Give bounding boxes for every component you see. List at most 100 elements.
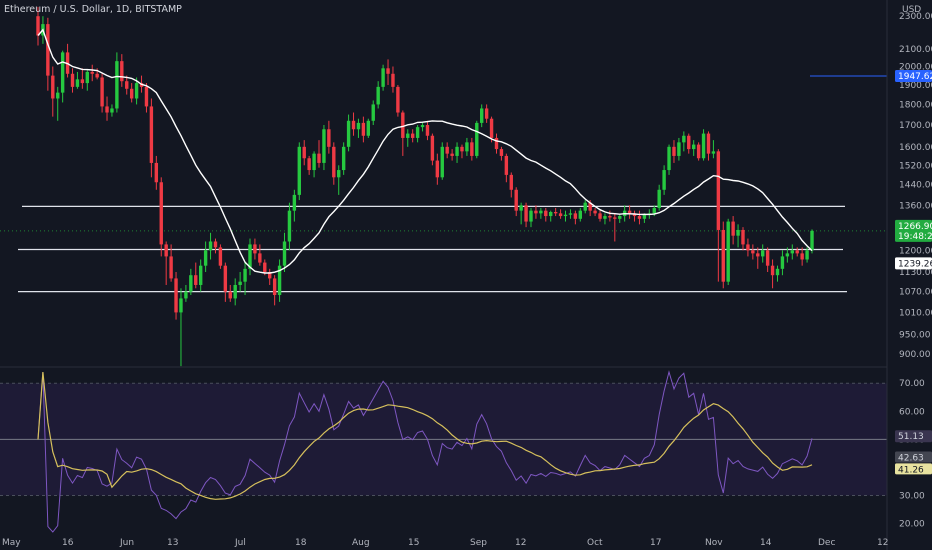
time-tick-label: May: [2, 538, 21, 548]
candlestick-series: [36, 6, 814, 367]
candle-body: [36, 16, 40, 36]
candle-body: [756, 253, 760, 257]
candle-body: [51, 75, 55, 99]
price-tick-label: 1700.00: [899, 121, 932, 131]
candle-body: [593, 210, 597, 214]
candle-body: [307, 158, 311, 171]
candle-body: [706, 133, 711, 154]
candle-body: [765, 250, 770, 266]
candle-body: [396, 86, 400, 113]
rsi-mid-tag-text: 42.63: [898, 454, 924, 464]
candle-body: [445, 146, 449, 154]
candle-body: [736, 229, 740, 236]
price-axis[interactable]: 2300.00 2100.00 2000.00 1900.00 1800.00 1700.…: [899, 12, 932, 360]
time-tick-label: 18: [295, 538, 307, 548]
candle-body: [144, 86, 149, 107]
candle-body: [657, 189, 661, 208]
candle-body: [327, 129, 331, 147]
price-tick-label: 1440.00: [899, 181, 932, 191]
candle-body: [440, 146, 444, 178]
candle-body: [312, 153, 316, 171]
candle-body: [627, 210, 632, 214]
candle-body: [194, 275, 198, 285]
candle-body: [494, 137, 499, 150]
candle-body: [95, 73, 99, 78]
candle-body: [105, 106, 109, 113]
candle-body: [642, 214, 647, 219]
candle-body: [790, 250, 794, 254]
candle-body: [100, 77, 104, 107]
candle-body: [425, 125, 430, 136]
alert-price-tag-box: [895, 70, 932, 83]
alert-price-tag: 1947.62: [895, 70, 932, 83]
candle-body: [470, 142, 474, 156]
candle-body: [356, 122, 361, 130]
candle-body: [184, 291, 188, 299]
candle-body: [549, 211, 553, 217]
candle-body: [780, 256, 785, 269]
candle-body: [677, 142, 681, 156]
candle-body: [381, 68, 385, 87]
candle-body: [272, 278, 277, 296]
candle-body: [351, 120, 356, 130]
rsi-value-tag: 51.13: [895, 430, 932, 443]
candle-body: [110, 108, 114, 113]
candle-body: [534, 210, 538, 214]
candle-body: [672, 146, 676, 156]
candle-body: [406, 133, 410, 138]
candle-body: [85, 71, 89, 84]
candle-body: [233, 284, 237, 299]
candle-body: [746, 244, 750, 251]
price-tick-label: 1360.00: [899, 201, 932, 211]
candle-body: [282, 241, 287, 266]
candle-body: [805, 250, 809, 260]
candle-body: [460, 146, 464, 152]
candle-body: [721, 229, 725, 282]
candle-body: [125, 81, 129, 89]
candle-body: [198, 265, 203, 285]
candle-body: [346, 120, 351, 147]
candle-body: [287, 210, 292, 242]
rsi-band: [0, 382, 887, 497]
candle-body: [637, 216, 642, 219]
candle-body: [504, 155, 509, 175]
candle-body: [613, 217, 617, 219]
horizontal-levels[interactable]: [0, 75, 887, 293]
candle-body: [696, 144, 701, 159]
price-tick-label: 2300.00: [899, 12, 932, 22]
candle-body: [179, 298, 183, 313]
candle-body: [726, 221, 730, 282]
candle-body: [213, 241, 218, 248]
time-tick-label: Oct: [587, 538, 603, 548]
candle-body: [568, 213, 573, 215]
candle-body: [475, 122, 479, 156]
candle-body: [430, 135, 435, 161]
candle-body: [608, 216, 612, 218]
candle-body: [785, 253, 790, 257]
candle-body: [268, 272, 272, 279]
time-tick-label: Jun: [119, 538, 134, 548]
time-tick-label: Nov: [705, 538, 723, 548]
candle-body: [228, 291, 232, 299]
candle-body: [480, 108, 484, 123]
rsi-ma-line: [37, 371, 813, 500]
price-tick-label: 1010.00: [899, 308, 932, 318]
rsi-tick-label: 30.00: [899, 492, 925, 502]
currency-label: USD: [902, 5, 921, 15]
candle-body: [484, 108, 489, 119]
last-price-tag-text: 19:48:28: [898, 232, 932, 242]
candle-body: [524, 205, 528, 222]
candle-body: [465, 142, 469, 152]
candle-body: [253, 244, 257, 254]
rsi-value-tag-text: 51.13: [898, 432, 924, 442]
candle-body: [539, 210, 543, 214]
time-axis[interactable]: May 16 Jun 13 Jul 18 Aug 15 Sep 12 Oct 17 Nov 14 Dec 12: [2, 538, 888, 548]
level-price-tag-text: 1239.26: [898, 259, 932, 269]
candle-body: [810, 230, 814, 251]
price-tick-label: 1200.00: [899, 246, 932, 256]
rsi-tick-label: 70.00: [899, 379, 925, 389]
candle-body: [514, 189, 518, 211]
time-tick-label: Dec: [818, 538, 835, 548]
